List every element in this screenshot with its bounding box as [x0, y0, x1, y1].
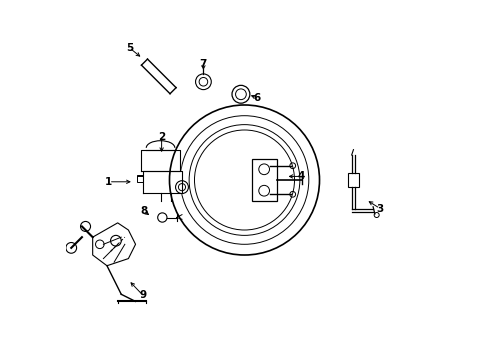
- Bar: [251, 158, 276, 202]
- Text: 6: 6: [253, 93, 260, 103]
- Text: 3: 3: [376, 203, 383, 213]
- Text: 5: 5: [125, 43, 133, 53]
- Polygon shape: [141, 150, 180, 171]
- Text: 4: 4: [297, 171, 305, 181]
- Text: 7: 7: [199, 59, 207, 69]
- Text: 1: 1: [105, 177, 112, 187]
- Bar: [137, 175, 142, 182]
- Text: 8: 8: [140, 206, 147, 216]
- Text: 2: 2: [158, 132, 165, 142]
- Bar: [347, 173, 358, 187]
- Text: 9: 9: [139, 290, 146, 300]
- Polygon shape: [142, 171, 182, 193]
